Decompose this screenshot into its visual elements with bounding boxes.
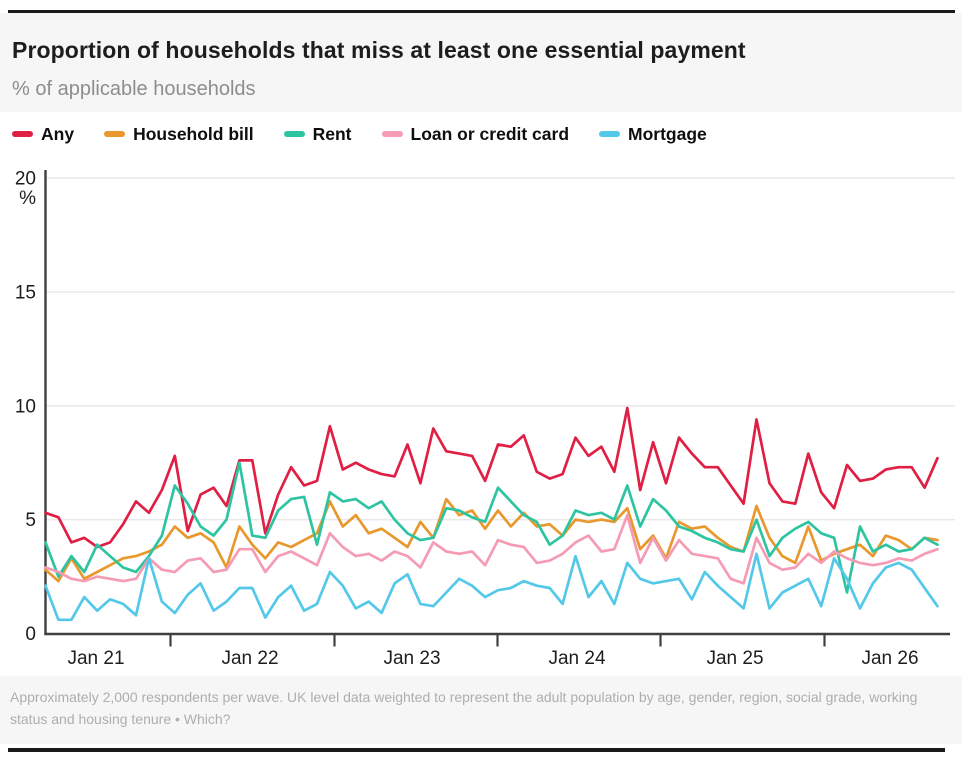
series-line-any: [44, 406, 939, 549]
chart-footer: Approximately 2,000 respondents per wave…: [0, 676, 962, 744]
x-axis-tick-label: Jan 23: [383, 648, 440, 669]
legend-swatch-icon: [283, 131, 305, 137]
x-axis-tick-label: Jan 26: [861, 648, 918, 669]
top-rule: [8, 10, 955, 14]
x-axis-tick-label: Jan 21: [67, 648, 124, 669]
bottom-rule: [8, 748, 945, 752]
legend-label: Loan or credit card: [410, 123, 570, 144]
legend-label: Mortgage: [628, 123, 707, 144]
legend-item-rent: Rent: [283, 123, 352, 145]
y-axis-tick-label: 20: [15, 169, 36, 190]
page-title: Proportion of households that miss at le…: [12, 37, 746, 63]
legend-item-mortgage: Mortgage: [599, 124, 707, 145]
legend-swatch-icon: [104, 131, 126, 137]
y-axis-tick-label: 15: [15, 282, 36, 303]
y-axis-tick-label: 0: [25, 624, 36, 645]
series-line-household-bill: [44, 497, 939, 583]
source-note: Approximately 2,000 respondents per wave…: [10, 689, 918, 728]
chart-subtitle: % of applicable households: [12, 78, 256, 100]
legend-label: Household bill: [133, 123, 254, 144]
x-axis-tick-label: Jan 24: [548, 648, 605, 669]
y-axis-tick-label: 10: [15, 396, 36, 417]
legend-label: Any: [41, 123, 75, 144]
legend-item-any: Any: [12, 124, 74, 145]
legend-item-household-bill: Household bill: [104, 124, 254, 145]
chart-legend: Any Household bill Rent Loan or credit c…: [12, 121, 707, 147]
legend-swatch-icon: [381, 131, 403, 137]
y-axis-unit-label: %: [19, 188, 36, 209]
legend-swatch-icon: [599, 131, 621, 137]
series-line-mortgage: [44, 552, 939, 622]
chart-header: Proportion of households that miss at le…: [0, 13, 962, 112]
series-line-loan-or-credit-card: [44, 513, 939, 585]
legend-label: Rent: [312, 123, 352, 144]
y-axis-tick-label: 5: [25, 510, 36, 531]
legend-item-loan-or-credit-card: Loan or credit card: [381, 123, 570, 145]
x-axis-tick-label: Jan 22: [221, 648, 278, 669]
x-axis-tick-label: Jan 25: [706, 648, 763, 669]
legend-swatch-icon: [12, 131, 33, 137]
series-line-rent: [44, 461, 939, 594]
